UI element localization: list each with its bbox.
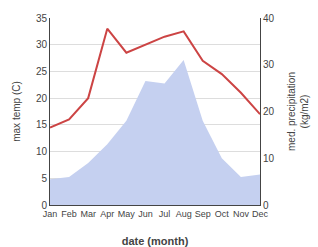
svg-text:5: 5 — [41, 173, 47, 184]
svg-text:25: 25 — [36, 66, 48, 77]
svg-text:Jul: Jul — [159, 209, 171, 219]
svg-text:10: 10 — [263, 153, 275, 164]
svg-text:30: 30 — [263, 59, 275, 70]
svg-text:May: May — [118, 209, 136, 219]
svg-text:date (month): date (month) — [122, 235, 189, 247]
svg-text:15: 15 — [36, 119, 48, 130]
svg-text:0: 0 — [41, 200, 47, 211]
svg-text:10: 10 — [36, 146, 48, 157]
svg-text:Aug: Aug — [176, 209, 192, 219]
svg-text:40: 40 — [263, 13, 275, 24]
svg-text:20: 20 — [263, 106, 275, 117]
svg-text:Jan: Jan — [43, 209, 58, 219]
svg-text:Jun: Jun — [138, 209, 153, 219]
svg-text:30: 30 — [36, 39, 48, 50]
svg-text:20: 20 — [36, 93, 48, 104]
svg-text:35: 35 — [36, 13, 48, 24]
svg-text:0: 0 — [263, 200, 269, 211]
svg-text:med. precipitation(kg/m2): med. precipitation(kg/m2) — [286, 72, 310, 151]
svg-text:Nov: Nov — [233, 209, 250, 219]
svg-text:Sep: Sep — [195, 209, 211, 219]
svg-text:Feb: Feb — [61, 209, 77, 219]
svg-text:Oct: Oct — [215, 209, 230, 219]
svg-text:Dec: Dec — [252, 209, 269, 219]
svg-text:Apr: Apr — [100, 209, 114, 219]
svg-text:max temp (C): max temp (C) — [11, 81, 22, 142]
svg-text:Mar: Mar — [80, 209, 96, 219]
